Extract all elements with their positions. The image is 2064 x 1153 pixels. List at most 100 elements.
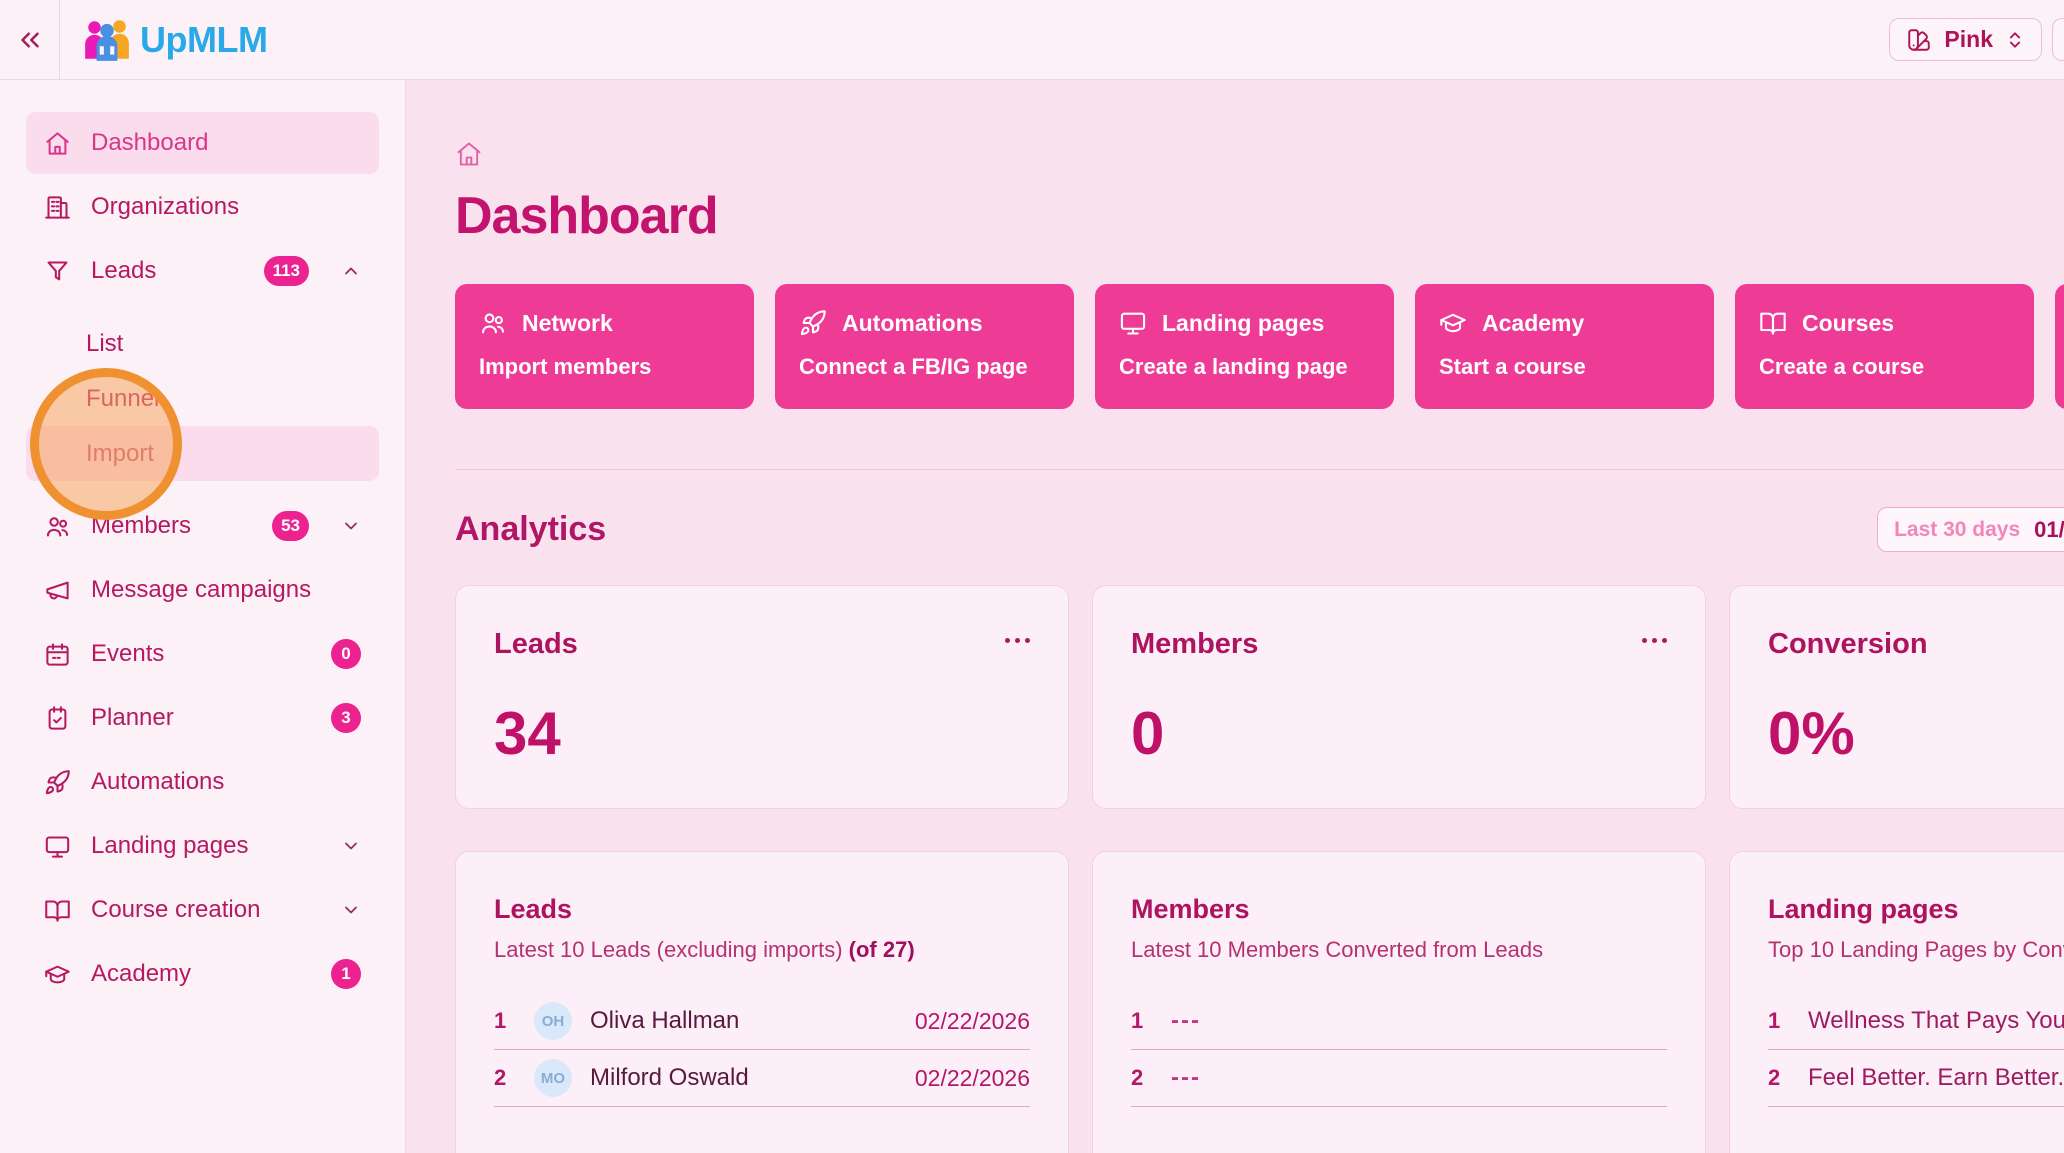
row-number: 2 [494,1065,507,1090]
sidebar-subitem-list[interactable]: List [26,316,379,371]
book-open-icon [45,899,70,922]
sidebar-subitem-funnel[interactable]: Funnel [26,371,379,426]
academy-count-badge: 1 [331,959,361,989]
landing-page-name: Feel Better. Earn Better. [1808,1064,2064,1091]
theme-select[interactable]: Pink [1889,18,2042,61]
sidebar-item-organizations[interactable]: Organizations [26,176,379,238]
list-subtitle-text: Latest 10 Leads (excluding imports) [494,937,849,962]
quick-action-title: Landing pages [1162,309,1325,336]
lead-row[interactable]: 2 MO Milford Oswald 02/22/2026 [494,1050,1030,1107]
sidebar-item-automations[interactable]: Automations [26,751,379,813]
quick-action-courses[interactable]: Courses Create a course [1735,284,2034,409]
list-title: Landing pages [1768,894,1959,924]
lead-date: 02/22/2026 [914,1064,1030,1091]
list-subtitle-text: Top 10 Landing Pages by Conversion [1768,937,2064,962]
clipboard-check-icon [48,705,67,730]
chevron-down-icon [345,842,357,850]
sidebar-label: Events [91,640,165,667]
member-name: --- [1171,1007,1201,1034]
stat-title: Leads [494,628,578,660]
sidebar-label: Leads [91,257,157,284]
upmlm-logo-icon [85,19,129,61]
header-partial-button[interactable] [2052,18,2064,61]
sidebar-label: Dashboard [91,129,209,156]
ellipsis-menu-icon[interactable] [1005,628,1030,643]
rocket-icon [800,310,826,336]
stat-value: 0 [1131,700,1165,767]
member-row[interactable]: 2 --- [1131,1050,1667,1107]
lead-row[interactable]: 1 OH Oliva Hallman 02/22/2026 [494,993,1030,1050]
row-number: 2 [1768,1065,1781,1090]
app-logo[interactable]: UpMLM [82,15,268,65]
sidebar-item-dashboard[interactable]: Dashboard [26,112,379,174]
lead-name: Milford Oswald [590,1064,749,1091]
quick-action-title: Automations [842,309,983,336]
date-range-picker[interactable]: Last 30 days 01/2 [1877,507,2064,552]
sidebar-collapse-button[interactable] [0,0,60,79]
graduation-cap-icon [1440,313,1466,333]
stat-card-leads: Leads 34 [455,585,1069,809]
quick-action-subtitle: Create a landing page [1119,354,1348,379]
row-number: 1 [1768,1008,1781,1033]
landing-rows: 1 Wellness That Pays You Back 2 Feel Bet… [1768,993,2064,1107]
sidebar-item-events[interactable]: Events 0 [26,623,379,685]
list-title: Leads [494,894,573,924]
sidebar-item-members[interactable]: Members 53 [26,495,379,557]
quick-action-subtitle: Import members [479,354,652,379]
sidebar-sublabel: Import [86,439,155,467]
list-subtitle: Latest 10 Members Converted from Leads [1131,937,1667,963]
monitor-icon [1120,312,1146,335]
sidebar-item-landing-pages[interactable]: Landing pages [26,815,379,877]
quick-action-title: Academy [1482,309,1585,336]
quick-action-landing-pages[interactable]: Landing pages Create a landing page [1095,284,1394,409]
home-icon [46,131,69,155]
building-icon [45,195,70,219]
quick-action-card-partial[interactable] [2055,284,2064,409]
monitor-icon [45,835,70,858]
calendar-icon [46,642,69,666]
quick-action-academy[interactable]: Academy Start a course [1415,284,1714,409]
lead-date: 02/22/2026 [914,1007,1030,1034]
landing-page-row[interactable]: 2 Feel Better. Earn Better. [1768,1050,2064,1107]
landing-pages-list-card: Landing pages Top 10 Landing Pages by Co… [1729,851,2064,1153]
list-subtitle: Latest 10 Leads (excluding imports) (of … [494,937,1030,963]
leads-rows: 1 OH Oliva Hallman 02/22/2026 2 MO Milfo… [494,993,1030,1107]
lists-row: Leads Latest 10 Leads (excluding imports… [455,851,2064,1153]
quick-action-automations[interactable]: Automations Connect a FB/IG page [775,284,1074,409]
date-range-value: 01/2 [2034,516,2064,542]
member-name: --- [1171,1064,1201,1091]
sidebar-label: Course creation [91,896,261,923]
sidebar-item-course-creation[interactable]: Course creation [26,879,379,941]
analytics-heading: Analytics [455,510,607,548]
avatar: MO [534,1059,572,1097]
member-row[interactable]: 1 --- [1131,993,1667,1050]
sidebar-label: Message campaigns [91,576,312,603]
sidebar-item-academy[interactable]: Academy 1 [26,943,379,1005]
graduation-cap-icon [45,965,70,983]
users-icon [46,516,69,537]
sidebar-item-planner[interactable]: Planner 3 [26,687,379,749]
chevrons-up-down-icon [2009,31,2021,48]
breadcrumb-home-icon[interactable] [455,140,483,168]
sidebar-label: Planner [91,704,174,731]
section-divider [455,469,2064,470]
landing-page-row[interactable]: 1 Wellness That Pays You Back [1768,993,2064,1050]
sidebar-item-leads[interactable]: Leads 113 [26,240,379,302]
sidebar-label: Academy [91,960,192,987]
sidebar-subitem-import[interactable]: Import [26,426,379,481]
users-icon [482,313,504,334]
quick-action-subtitle: Create a course [1759,354,1925,379]
stat-value: 34 [494,700,561,767]
swatch-book-icon [1908,28,1931,51]
ellipsis-menu-icon[interactable] [1642,628,1667,643]
quick-action-network[interactable]: Network Import members [455,284,754,409]
leads-count-badge: 113 [263,256,309,286]
stat-value: 0% [1768,700,1855,767]
page-title: Dashboard [455,187,719,245]
sidebar-nav: Dashboard Organizations Leads 113 List F… [0,80,406,1153]
avatar: OH [534,1002,572,1040]
sidebar-item-message-campaigns[interactable]: Message campaigns [26,559,379,621]
stats-row: Leads 34 Members 0 Conversion 0% [455,585,2064,809]
landing-page-name: Wellness That Pays You Back [1808,1007,2064,1034]
date-range-label: Last 30 days [1894,517,2021,541]
